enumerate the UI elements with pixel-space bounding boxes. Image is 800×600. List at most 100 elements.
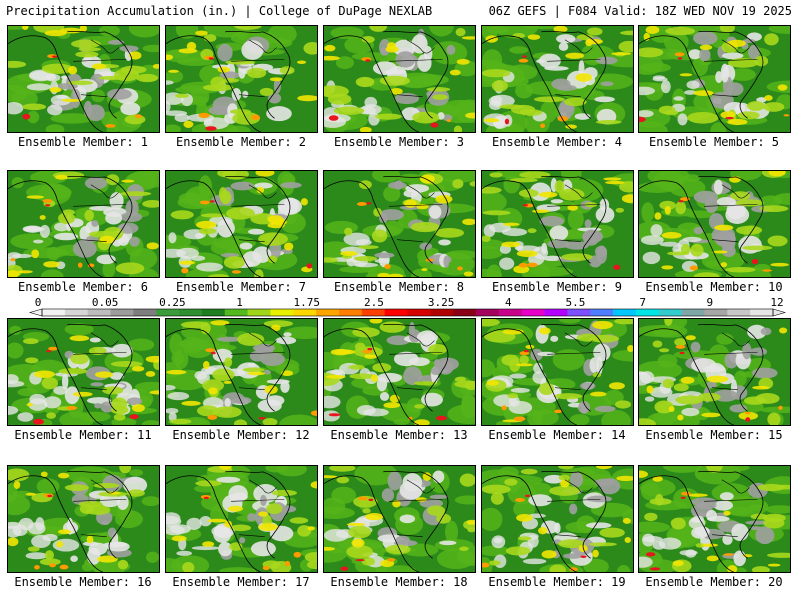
legend-swatch <box>567 309 591 316</box>
precip-map-image <box>8 26 159 132</box>
legend-swatch <box>750 309 774 316</box>
legend-swatch <box>156 309 180 316</box>
member-map-18 <box>323 465 476 573</box>
precip-map-image <box>639 171 790 277</box>
precip-map-image <box>482 171 633 277</box>
member-label-2: Ensemble Member: 2 <box>175 135 307 149</box>
legend-swatch <box>681 309 705 316</box>
legend-swatch <box>407 309 431 316</box>
precip-map-image <box>166 171 317 277</box>
legend-tick-label: 1 <box>236 296 243 309</box>
member-map-19 <box>481 465 634 573</box>
legend-swatch <box>521 309 545 316</box>
member-map-13 <box>323 318 476 426</box>
member-map-15 <box>638 318 791 426</box>
legend-tick-label: 12 <box>770 296 783 309</box>
member-label-19: Ensemble Member: 19 <box>488 575 626 589</box>
legend-tick-label: 4 <box>505 296 512 309</box>
member-map-16 <box>7 465 160 573</box>
legend-swatch <box>224 309 248 316</box>
member-map-4 <box>481 25 634 133</box>
legend-swatch <box>453 309 477 316</box>
legend-swatch <box>270 309 294 316</box>
legend-swatch <box>293 309 317 316</box>
legend-swatch <box>635 309 660 316</box>
member-label-16: Ensemble Member: 16 <box>14 575 152 589</box>
legend-swatch <box>201 309 226 316</box>
legend-tick-label: 0 <box>35 296 42 309</box>
legend-tick-label: 5.5 <box>566 296 586 309</box>
member-label-11: Ensemble Member: 11 <box>14 428 152 442</box>
legend-colorbar: 0 0.05 0.25 1 1.75 2.5 3.25 4 5.5 7 9 12 <box>28 296 787 317</box>
legend-swatch <box>110 309 134 316</box>
member-map-8 <box>323 170 476 278</box>
precip-map-image <box>639 26 790 132</box>
legend-tick-label: 9 <box>707 296 714 309</box>
precip-map-image <box>639 319 790 425</box>
legend-swatch <box>384 309 408 316</box>
member-label-12: Ensemble Member: 12 <box>172 428 310 442</box>
precip-map-image <box>8 466 159 572</box>
legend-right-arrow <box>772 308 787 317</box>
precip-map-image <box>482 26 633 132</box>
member-label-9: Ensemble Member: 9 <box>491 280 623 294</box>
legend-swatch <box>87 309 111 316</box>
precip-map-image <box>8 319 159 425</box>
member-map-10 <box>638 170 791 278</box>
legend-swatch <box>498 309 523 316</box>
member-label-20: Ensemble Member: 20 <box>645 575 783 589</box>
precip-map-image <box>324 171 475 277</box>
member-map-11 <box>7 318 160 426</box>
run-valid-time: 06Z GEFS | F084 Valid: 18Z WED NOV 19 20… <box>488 4 792 18</box>
precip-map-image <box>166 26 317 132</box>
member-label-14: Ensemble Member: 14 <box>488 428 626 442</box>
member-map-20 <box>638 465 791 573</box>
precip-map-image <box>166 319 317 425</box>
member-label-5: Ensemble Member: 5 <box>648 135 780 149</box>
legend-swatch <box>361 309 385 316</box>
page-title: Precipitation Accumulation (in.) | Colle… <box>6 4 433 18</box>
member-label-1: Ensemble Member: 1 <box>17 135 149 149</box>
precip-map-image <box>166 466 317 572</box>
member-label-10: Ensemble Member: 10 <box>645 280 783 294</box>
precip-map-image <box>324 319 475 425</box>
legend-swatch <box>338 309 363 316</box>
member-label-4: Ensemble Member: 4 <box>491 135 623 149</box>
legend-tick-label: 2.5 <box>364 296 384 309</box>
legend-swatch <box>42 309 66 316</box>
legend-swatch <box>613 309 637 316</box>
member-label-17: Ensemble Member: 17 <box>172 575 310 589</box>
legend-swatch <box>476 309 500 316</box>
precip-map-image <box>8 171 159 277</box>
member-map-7 <box>165 170 318 278</box>
member-map-17 <box>165 465 318 573</box>
legend-left-arrow <box>28 308 43 317</box>
member-label-13: Ensemble Member: 13 <box>330 428 468 442</box>
legend-swatch <box>316 309 340 316</box>
legend-swatch <box>590 309 614 316</box>
precip-map-image <box>639 466 790 572</box>
legend-swatch <box>430 309 454 316</box>
member-label-18: Ensemble Member: 18 <box>330 575 468 589</box>
color-legend: 0 0.05 0.25 1 1.75 2.5 3.25 4 5.5 7 9 12 <box>28 296 787 326</box>
member-label-6: Ensemble Member: 6 <box>17 280 149 294</box>
member-label-15: Ensemble Member: 15 <box>645 428 783 442</box>
legend-swatch <box>64 309 88 316</box>
member-label-3: Ensemble Member: 3 <box>333 135 465 149</box>
member-map-14 <box>481 318 634 426</box>
precip-map-image <box>482 466 633 572</box>
precip-map-image <box>324 466 475 572</box>
legend-swatch <box>133 309 157 316</box>
member-map-9 <box>481 170 634 278</box>
legend-swatch <box>727 309 751 316</box>
legend-tick-label: 7 <box>639 296 646 309</box>
precip-map-image <box>324 26 475 132</box>
member-map-2 <box>165 25 318 133</box>
member-map-12 <box>165 318 318 426</box>
member-map-5 <box>638 25 791 133</box>
legend-swatch <box>704 309 728 316</box>
member-map-3 <box>323 25 476 133</box>
member-map-6 <box>7 170 160 278</box>
legend-tick-label: 0.05 <box>92 296 119 309</box>
legend-swatch <box>658 309 682 316</box>
